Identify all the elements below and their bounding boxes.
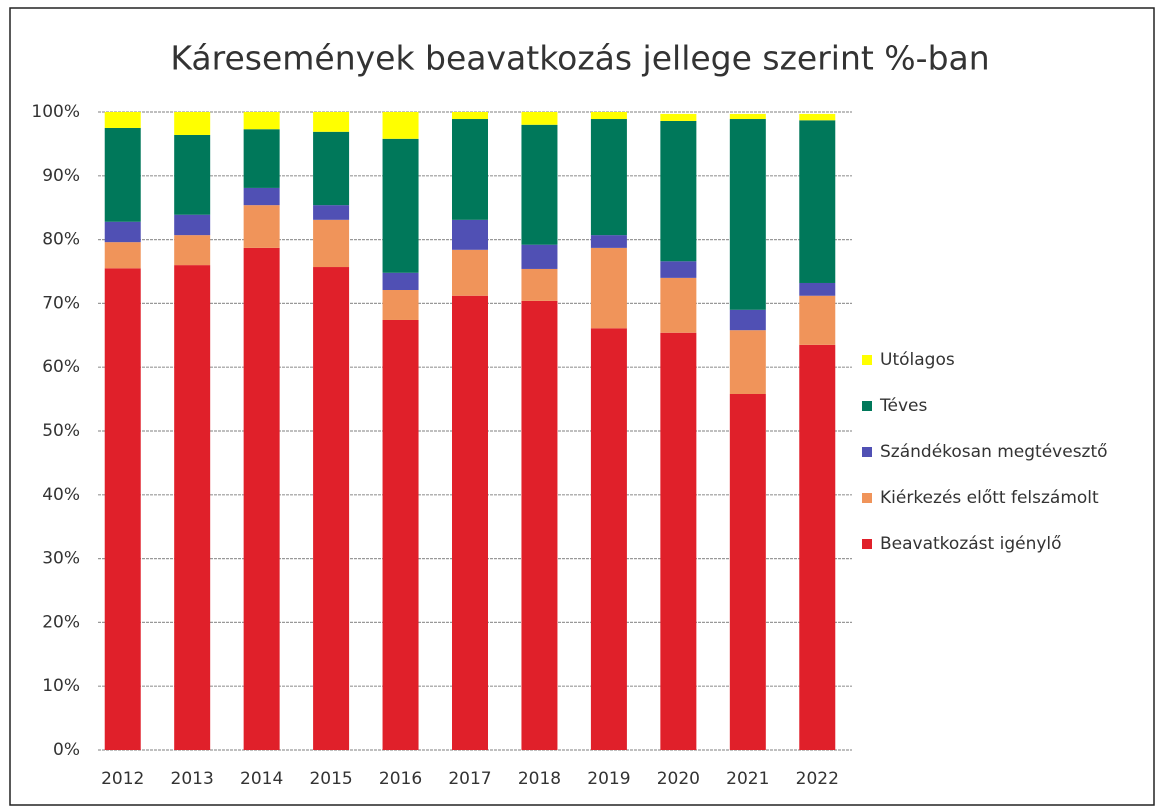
bar-segment — [590, 112, 627, 120]
bar-segment — [521, 244, 558, 269]
bar-segment — [243, 187, 280, 206]
x-tick-label: 2020 — [657, 769, 700, 789]
y-tick-label: 60% — [42, 357, 80, 377]
bar-segment — [590, 247, 627, 329]
y-tick-label: 40% — [42, 485, 80, 505]
y-tick-label: 100% — [31, 102, 80, 122]
y-tick-label: 0% — [53, 740, 80, 760]
bar-segment — [660, 332, 697, 750]
x-tick-label: 2017 — [448, 769, 491, 789]
legend-swatch — [862, 355, 872, 365]
y-tick-label: 70% — [42, 293, 80, 313]
bar-segment — [174, 112, 211, 135]
bar-segment — [104, 127, 141, 222]
bar-segment — [313, 219, 350, 268]
bar-segment — [729, 309, 766, 331]
bar-segment — [660, 120, 697, 262]
bar-segment — [243, 112, 280, 130]
bar-segment — [660, 113, 697, 121]
bar-segment — [382, 290, 419, 320]
bar-segment — [799, 113, 836, 121]
y-tick-label: 30% — [42, 549, 80, 569]
bar-segment — [313, 112, 350, 132]
x-tick-label: 2016 — [379, 769, 422, 789]
legend-label: Szándékosan megtévesztő — [880, 442, 1108, 462]
bar-segment — [104, 242, 141, 269]
bar-segment — [729, 393, 766, 750]
chart-title: Káresemények beavatkozás jellege szerint… — [170, 39, 989, 78]
y-tick-label: 20% — [42, 612, 80, 632]
bar-segment — [382, 112, 419, 139]
legend-swatch — [862, 447, 872, 457]
bar-segment — [660, 277, 697, 333]
bar-segment — [799, 295, 836, 345]
bar-segment — [313, 131, 350, 206]
legend-label: Beavatkozást igénylő — [880, 534, 1062, 554]
frame — [9, 7, 1155, 806]
bar-segment — [243, 129, 280, 188]
bar-segment — [243, 205, 280, 248]
bar-segment — [799, 344, 836, 750]
x-tick-label: 2021 — [726, 769, 769, 789]
bar-segment — [452, 112, 488, 120]
x-tick-label: 2022 — [796, 769, 839, 789]
bar-segment — [799, 120, 836, 283]
legend-label: Téves — [879, 396, 927, 416]
x-tick-label: 2015 — [309, 769, 352, 789]
bar-segment — [104, 268, 141, 750]
bar-segment — [590, 235, 627, 248]
bar-segment — [382, 138, 419, 273]
x-tick-label: 2018 — [518, 769, 561, 789]
bar-segment — [243, 247, 280, 751]
bar-segment — [174, 134, 211, 215]
bar-segment — [521, 112, 558, 125]
bar-segment — [799, 282, 836, 296]
bar-segment — [590, 119, 627, 236]
bar-segment — [452, 119, 488, 220]
bar-segment — [729, 330, 766, 394]
legend-label: Kiérkezés előtt felszámolt — [880, 488, 1099, 508]
bar-segment — [104, 221, 141, 243]
legend-swatch — [862, 539, 872, 549]
bar-segment — [452, 219, 488, 250]
bar-segment — [452, 295, 488, 750]
bar-segment — [174, 265, 211, 750]
bar-segment — [729, 119, 766, 310]
y-tick-label: 80% — [42, 230, 80, 250]
bar-segment — [382, 272, 419, 291]
bar-segment — [452, 249, 488, 296]
x-tick-label: 2014 — [240, 769, 283, 789]
y-tick-label: 90% — [42, 166, 80, 186]
legend-swatch — [862, 401, 872, 411]
legend-swatch — [862, 493, 872, 503]
bar-segment — [521, 268, 558, 301]
bar-segment — [104, 112, 141, 128]
bar-segment — [521, 124, 558, 245]
bar-segment — [521, 300, 558, 750]
x-tick-label: 2012 — [101, 769, 144, 789]
x-tick-label: 2019 — [587, 769, 630, 789]
bar-segment — [313, 205, 350, 220]
bar-segment — [382, 319, 419, 750]
bar-segment — [174, 235, 211, 266]
legend-label: Utólagos — [880, 350, 955, 370]
bar-segment — [590, 328, 627, 750]
bar-segment — [729, 113, 766, 120]
bar-segment — [660, 261, 697, 278]
bar-segment — [313, 267, 350, 750]
x-tick-label: 2013 — [171, 769, 214, 789]
y-tick-label: 50% — [42, 421, 80, 441]
y-tick-label: 10% — [42, 676, 80, 696]
bar-segment — [174, 214, 211, 236]
